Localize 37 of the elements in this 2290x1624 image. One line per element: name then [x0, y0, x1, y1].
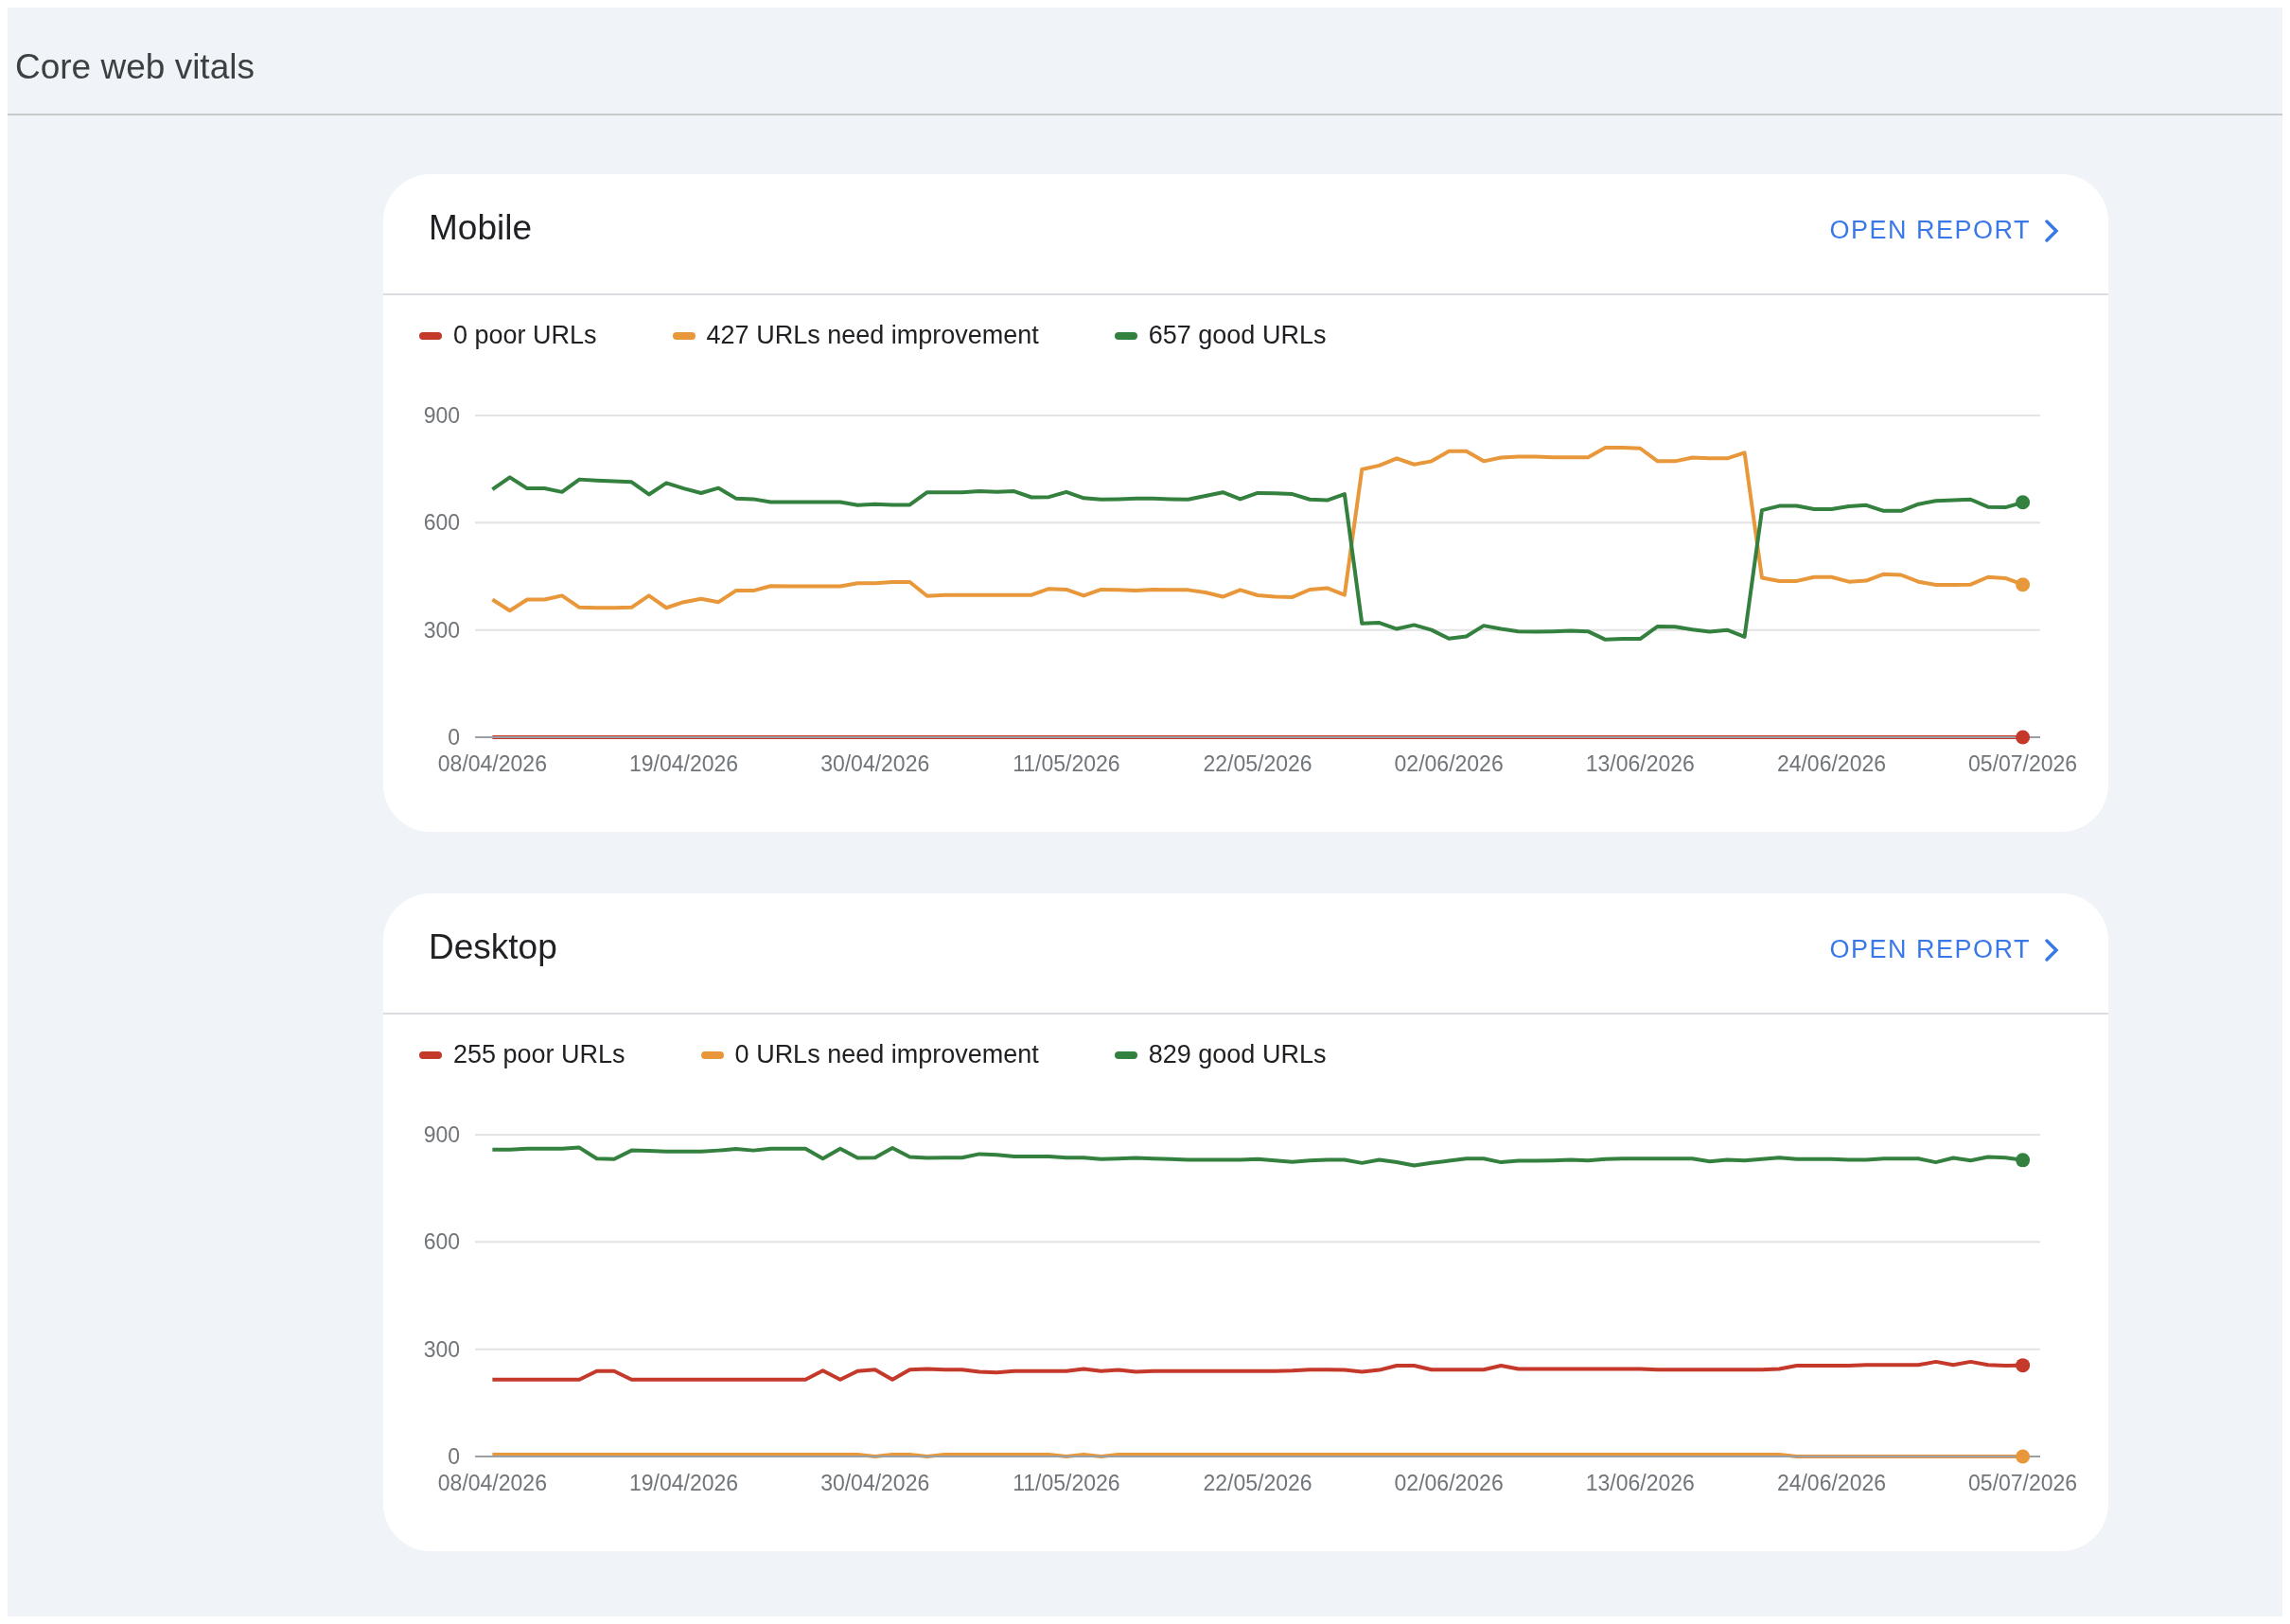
y-tick-label: 300 [423, 1336, 460, 1362]
x-tick-label: 13/06/2026 [1585, 751, 1695, 777]
x-tick-label: 13/06/2026 [1585, 1471, 1695, 1496]
x-tick-label: 22/05/2026 [1203, 751, 1312, 777]
text: OPEN REPORT [1829, 935, 2031, 964]
legend-label: 255 poor URLs [453, 1040, 625, 1069]
chart-title: Desktop [429, 927, 557, 967]
text: OPEN REPORT [1829, 216, 2031, 245]
x-tick-label: 24/06/2026 [1776, 1471, 1887, 1496]
y-tick-label: 900 [423, 1122, 460, 1148]
x-tick-label: 02/06/2026 [1394, 751, 1504, 777]
y-tick-label: 600 [423, 510, 460, 536]
y-tick-label: 600 [423, 1229, 460, 1255]
legend-label: 427 URLs need improvement [706, 321, 1039, 350]
x-tick-label: 11/05/2026 [1013, 751, 1120, 777]
legend-label: 0 URLs need improvement [734, 1040, 1039, 1069]
x-tick-label: 24/06/2026 [1776, 751, 1887, 777]
y-tick-label: 300 [423, 617, 460, 643]
chart-title: Mobile [429, 208, 532, 248]
text: Core web vitals [8, 8, 2282, 115]
x-tick-label: 05/07/2026 [1968, 1471, 2078, 1496]
x-tick-label: 30/04/2026 [820, 751, 930, 777]
y-tick-label: 0 [448, 1444, 460, 1470]
y-tick-label: 900 [423, 403, 460, 429]
legend-label: 0 poor URLs [453, 321, 597, 350]
x-tick-label: 02/06/2026 [1394, 1471, 1504, 1496]
x-tick-label: 30/04/2026 [820, 1471, 930, 1496]
legend-label: 657 good URLs [1148, 321, 1327, 350]
x-tick-label: 08/04/2026 [437, 751, 547, 777]
y-tick-label: 0 [448, 725, 460, 750]
x-tick-label: 08/04/2026 [437, 1471, 547, 1496]
x-tick-label: 11/05/2026 [1013, 1471, 1120, 1496]
legend-label: 829 good URLs [1148, 1040, 1327, 1069]
x-tick-label: 05/07/2026 [1968, 751, 2078, 777]
x-tick-label: 19/04/2026 [628, 1471, 739, 1496]
x-tick-label: 22/05/2026 [1203, 1471, 1312, 1496]
x-tick-label: 19/04/2026 [628, 751, 739, 777]
